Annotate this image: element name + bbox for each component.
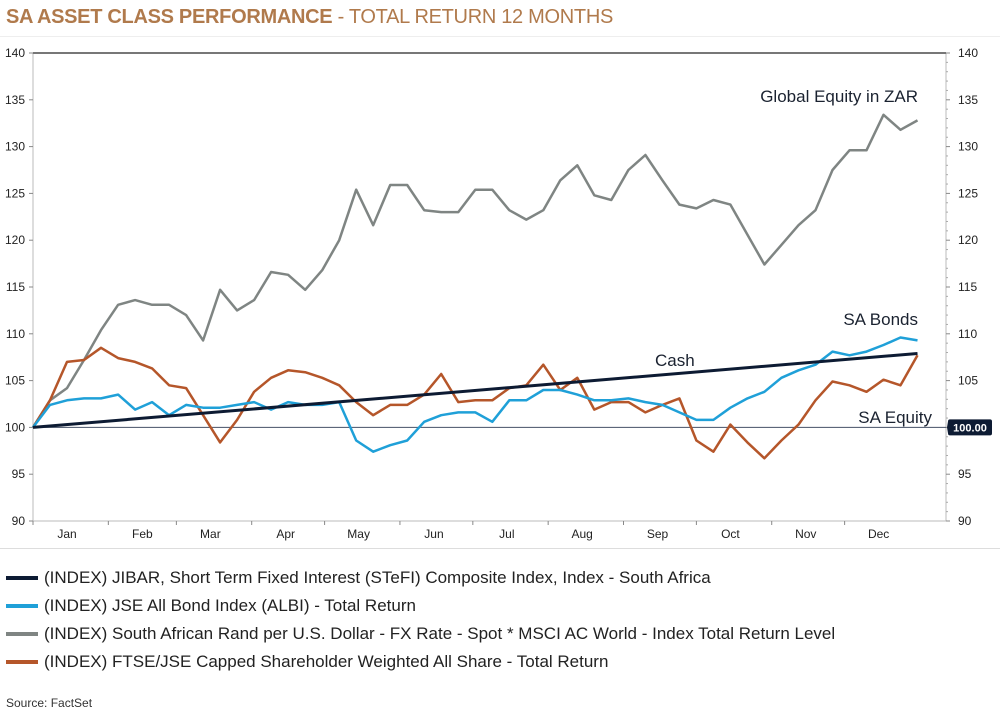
y-tick-right: 135 <box>958 93 978 107</box>
x-tick-label: Jul <box>499 527 514 541</box>
legend-swatch-global <box>6 632 38 636</box>
legend-item-bonds: (INDEX) JSE All Bond Index (ALBI) - Tota… <box>6 596 416 616</box>
x-tick-label: Mar <box>200 527 221 541</box>
x-tick-label: Feb <box>132 527 153 541</box>
legend-label: (INDEX) FTSE/JSE Capped Shareholder Weig… <box>44 652 609 671</box>
y-tick-left: 100 <box>5 420 25 434</box>
legend-item-cash: (INDEX) JIBAR, Short Term Fixed Interest… <box>6 568 711 588</box>
series-line-bonds <box>32 336 918 453</box>
legend-swatch-bonds <box>6 604 38 608</box>
y-tick-left: 130 <box>5 140 25 154</box>
x-tick-label: Jun <box>424 527 443 541</box>
annotation-global: Global Equity in ZAR <box>760 87 918 106</box>
y-tick-right: 130 <box>958 140 978 154</box>
y-tick-right: 120 <box>958 233 978 247</box>
y-tick-right: 140 <box>958 46 978 60</box>
x-tick-label: Apr <box>276 527 295 541</box>
x-tick-label: Nov <box>795 527 816 541</box>
y-tick-right: 115 <box>958 280 977 294</box>
y-tick-left: 115 <box>6 280 25 294</box>
y-tick-left: 110 <box>6 327 25 341</box>
legend-swatch-cash <box>6 576 38 580</box>
legend-label: (INDEX) South African Rand per U.S. Doll… <box>44 624 836 643</box>
y-tick-right: 90 <box>958 514 972 528</box>
title-subtitle: - TOTAL RETURN 12 MONTHS <box>332 6 614 28</box>
x-tick-label: Jan <box>57 527 76 541</box>
x-tick-label: Aug <box>572 527 593 541</box>
y-tick-right: 125 <box>958 186 978 200</box>
chart-title: SA ASSET CLASS PERFORMANCE - TOTAL RETUR… <box>6 6 613 29</box>
annotation-equity: SA Equity <box>858 408 932 427</box>
title-bold: SA ASSET CLASS PERFORMANCE <box>6 6 333 28</box>
y-tick-left: 125 <box>5 186 25 200</box>
annotation-cash: Cash <box>655 351 695 370</box>
line-chart: 90 90 95 95 100 105 105 110 110 115 115 120 120 125 12… <box>5 46 992 541</box>
series-line-cash <box>32 352 918 429</box>
annotation-bonds: SA Bonds <box>843 310 918 329</box>
reference-tag <box>948 419 992 436</box>
reference-tag-pointer <box>947 421 948 434</box>
legend-item-global: (INDEX) South African Rand per U.S. Doll… <box>6 624 835 644</box>
y-tick-left: 95 <box>12 467 26 481</box>
y-tick-right: 105 <box>958 374 978 388</box>
legend-item-equity: (INDEX) FTSE/JSE Capped Shareholder Weig… <box>6 652 608 672</box>
reference-tag-label: 100.00 <box>953 422 987 434</box>
y-tick-right: 95 <box>958 467 972 481</box>
y-tick-left: 140 <box>5 46 25 60</box>
y-tick-left: 105 <box>5 374 25 388</box>
legend-swatch-equity <box>6 660 38 664</box>
y-tick-right: 110 <box>958 327 977 341</box>
y-tick-left: 120 <box>5 233 25 247</box>
y-tick-left: 135 <box>5 93 25 107</box>
source-note: Source: FactSet <box>6 696 93 710</box>
y-tick-left: 90 <box>12 514 26 528</box>
title-divider <box>0 36 1000 37</box>
plot-frame <box>32 52 947 522</box>
x-tick-label: Oct <box>721 527 740 541</box>
x-tick-label: May <box>347 527 370 541</box>
x-tick-label: Sep <box>647 527 669 541</box>
legend-label: (INDEX) JSE All Bond Index (ALBI) - Tota… <box>44 596 416 615</box>
legend-divider <box>0 548 1000 549</box>
x-tick-label: Dec <box>868 527 889 541</box>
legend-label: (INDEX) JIBAR, Short Term Fixed Interest… <box>44 568 711 587</box>
